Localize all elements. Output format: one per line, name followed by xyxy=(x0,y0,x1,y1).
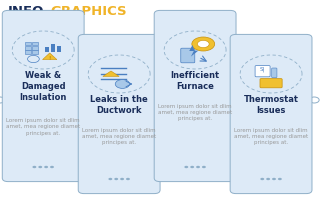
Text: Lorem ipsum dolor sit dlim
amet, mea regione diamet
principes at.: Lorem ipsum dolor sit dlim amet, mea reg… xyxy=(158,104,232,121)
Polygon shape xyxy=(42,53,57,60)
Circle shape xyxy=(50,166,54,168)
Circle shape xyxy=(108,178,112,180)
FancyBboxPatch shape xyxy=(33,50,38,54)
FancyBboxPatch shape xyxy=(181,48,195,63)
Text: Lorem ipsum dolor sit dlim
amet, mea regione diamet
principes at.: Lorem ipsum dolor sit dlim amet, mea reg… xyxy=(6,118,80,136)
Bar xyxy=(45,47,49,52)
Circle shape xyxy=(202,166,206,168)
FancyBboxPatch shape xyxy=(255,66,270,77)
FancyBboxPatch shape xyxy=(25,42,31,45)
Circle shape xyxy=(32,166,37,168)
Bar xyxy=(51,44,55,52)
Text: Weak &
Damaged
Insulation: Weak & Damaged Insulation xyxy=(20,71,67,102)
Circle shape xyxy=(126,178,130,180)
FancyBboxPatch shape xyxy=(154,10,236,182)
FancyBboxPatch shape xyxy=(25,46,31,50)
FancyBboxPatch shape xyxy=(78,34,160,194)
Circle shape xyxy=(196,166,200,168)
Circle shape xyxy=(185,166,188,168)
Text: Lorem ipsum dolor sit dlim
amet, mea regione diamet
principes at.: Lorem ipsum dolor sit dlim amet, mea reg… xyxy=(234,128,308,145)
Circle shape xyxy=(272,178,276,180)
Polygon shape xyxy=(189,45,198,57)
FancyBboxPatch shape xyxy=(33,42,38,45)
Text: Inefficient
Furnace: Inefficient Furnace xyxy=(170,71,220,91)
Circle shape xyxy=(192,37,215,51)
FancyBboxPatch shape xyxy=(260,79,282,88)
Circle shape xyxy=(38,166,42,168)
Circle shape xyxy=(266,178,270,180)
Circle shape xyxy=(198,40,209,48)
Text: !: ! xyxy=(49,56,51,61)
Circle shape xyxy=(44,166,48,168)
Circle shape xyxy=(278,178,282,180)
FancyBboxPatch shape xyxy=(272,68,277,78)
FancyBboxPatch shape xyxy=(33,46,38,50)
Text: Leaks in the
Ductwork: Leaks in the Ductwork xyxy=(90,95,148,115)
Text: Lorem ipsum dolor sit dlim
amet, mea regione diamet
principes at.: Lorem ipsum dolor sit dlim amet, mea reg… xyxy=(82,128,156,145)
FancyBboxPatch shape xyxy=(230,34,312,194)
Circle shape xyxy=(115,80,130,88)
Polygon shape xyxy=(103,71,119,76)
Circle shape xyxy=(114,178,118,180)
Text: S|: S| xyxy=(260,66,265,72)
Circle shape xyxy=(260,178,264,180)
Text: GRAPHICS: GRAPHICS xyxy=(51,5,127,18)
Text: INFO: INFO xyxy=(8,5,45,18)
FancyBboxPatch shape xyxy=(2,10,84,182)
Bar xyxy=(57,46,61,52)
Circle shape xyxy=(190,166,194,168)
Text: Thermostat
Issues: Thermostat Issues xyxy=(244,95,299,115)
FancyBboxPatch shape xyxy=(25,50,31,54)
Circle shape xyxy=(120,178,124,180)
